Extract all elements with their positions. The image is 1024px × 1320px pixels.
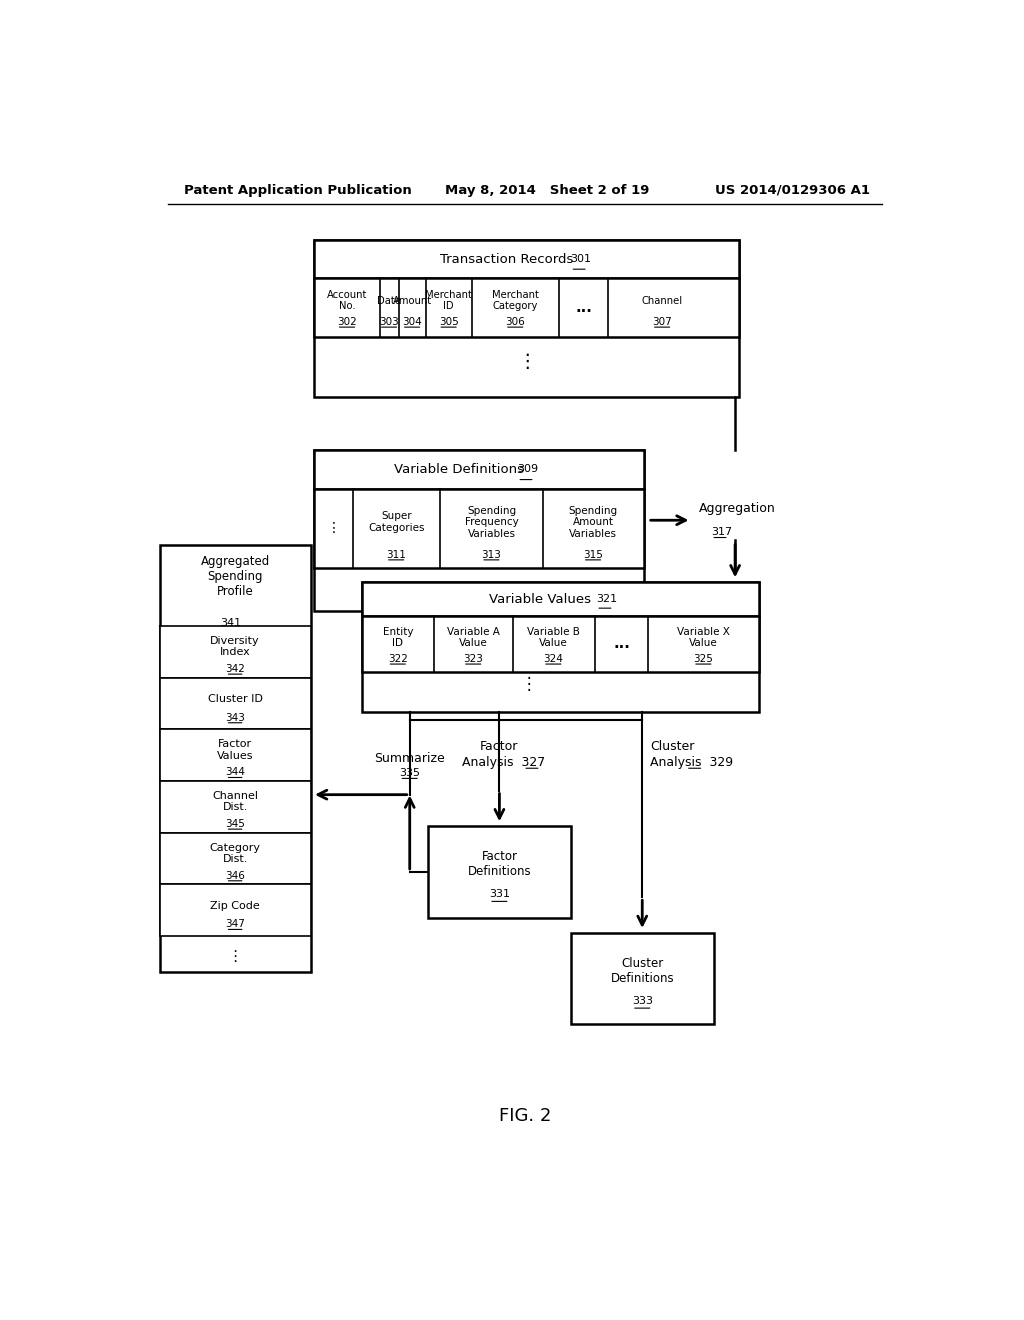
Text: Cluster ID: Cluster ID	[208, 694, 262, 705]
Text: May 8, 2014   Sheet 2 of 19: May 8, 2014 Sheet 2 of 19	[445, 183, 650, 197]
Text: Diversity
Index: Diversity Index	[210, 636, 260, 657]
Text: ...: ...	[613, 636, 630, 651]
Bar	[428, 826, 570, 917]
Bar	[314, 279, 739, 338]
Text: 346: 346	[225, 871, 245, 880]
Text: Merchant
Category: Merchant Category	[492, 290, 539, 312]
Text: 333: 333	[632, 997, 652, 1006]
Text: FIG. 2: FIG. 2	[499, 1107, 551, 1125]
Bar	[362, 582, 759, 616]
Text: 344: 344	[225, 767, 245, 777]
Text: Spending
Amount
Variables: Spending Amount Variables	[568, 506, 617, 539]
Text: 306: 306	[506, 317, 525, 327]
Text: 325: 325	[693, 653, 714, 664]
Text: Factor
Values: Factor Values	[217, 739, 253, 760]
Text: 323: 323	[463, 653, 483, 664]
Text: 302: 302	[337, 317, 357, 327]
Text: Variable Values: Variable Values	[489, 593, 600, 606]
Text: 307: 307	[652, 317, 672, 327]
Text: 335: 335	[399, 768, 420, 779]
Text: 341: 341	[220, 618, 242, 628]
Text: Factor
Definitions: Factor Definitions	[468, 850, 531, 878]
Text: Variable B
Value: Variable B Value	[527, 627, 580, 648]
Text: Patent Application Publication: Patent Application Publication	[183, 183, 412, 197]
Text: 304: 304	[402, 317, 422, 327]
Bar	[314, 450, 644, 488]
Text: Super
Categories: Super Categories	[368, 511, 425, 533]
Text: Channel
Dist.: Channel Dist.	[212, 791, 258, 813]
Text: Category
Dist.: Category Dist.	[210, 842, 261, 865]
Text: 313: 313	[481, 550, 502, 560]
Bar	[160, 884, 310, 936]
Text: Amount: Amount	[392, 296, 432, 306]
Bar	[314, 240, 739, 279]
Text: Transaction Records: Transaction Records	[440, 252, 582, 265]
Text: Aggregated
Spending
Profile: Aggregated Spending Profile	[201, 554, 269, 598]
Text: Cluster
Definitions: Cluster Definitions	[610, 957, 674, 985]
Bar	[160, 729, 310, 781]
Text: Factor: Factor	[480, 741, 518, 754]
Text: Variable Definitions: Variable Definitions	[394, 463, 532, 477]
Text: 322: 322	[388, 653, 408, 664]
Text: Analysis  329: Analysis 329	[650, 755, 733, 768]
Bar	[314, 450, 644, 611]
Text: Date: Date	[377, 296, 401, 306]
Text: ...: ...	[575, 301, 592, 315]
Text: ⋮: ⋮	[227, 949, 243, 964]
Text: 315: 315	[583, 550, 603, 560]
Text: Cluster: Cluster	[650, 741, 694, 754]
Text: Aggregation: Aggregation	[699, 502, 776, 515]
Text: Merchant
ID: Merchant ID	[425, 290, 472, 312]
Bar	[362, 616, 759, 672]
Text: 311: 311	[386, 550, 407, 560]
Bar	[570, 933, 714, 1024]
Text: Account
No.: Account No.	[327, 290, 368, 312]
Text: 301: 301	[570, 253, 592, 264]
Text: ⋮: ⋮	[520, 675, 537, 693]
Text: 324: 324	[544, 653, 563, 664]
Text: Summarize: Summarize	[375, 751, 445, 764]
Text: 303: 303	[379, 317, 399, 327]
Text: ⋮: ⋮	[327, 521, 340, 536]
Text: 317: 317	[712, 528, 732, 537]
Bar	[362, 582, 759, 713]
Text: ⋮: ⋮	[517, 352, 537, 371]
Bar	[160, 781, 310, 833]
Text: Variable A
Value: Variable A Value	[446, 627, 500, 648]
Text: 347: 347	[225, 919, 245, 929]
Text: 342: 342	[225, 664, 245, 675]
Bar	[160, 677, 310, 729]
Text: US 2014/0129306 A1: US 2014/0129306 A1	[715, 183, 870, 197]
Text: 305: 305	[438, 317, 459, 327]
Text: Zip Code: Zip Code	[210, 902, 260, 911]
Text: Entity
ID: Entity ID	[383, 627, 413, 648]
Text: 309: 309	[517, 465, 539, 474]
Text: Analysis  327: Analysis 327	[462, 755, 545, 768]
Text: Channel: Channel	[641, 296, 683, 306]
Bar	[160, 833, 310, 884]
Text: 321: 321	[596, 594, 617, 605]
Bar	[160, 626, 310, 677]
Bar	[160, 545, 310, 972]
Text: Spending
Frequency
Variables: Spending Frequency Variables	[465, 506, 518, 539]
Text: 345: 345	[225, 818, 245, 829]
Text: 343: 343	[225, 713, 245, 722]
Bar	[314, 488, 644, 568]
Text: Variable X
Value: Variable X Value	[677, 627, 730, 648]
Text: 331: 331	[488, 890, 510, 899]
Bar	[314, 240, 739, 397]
